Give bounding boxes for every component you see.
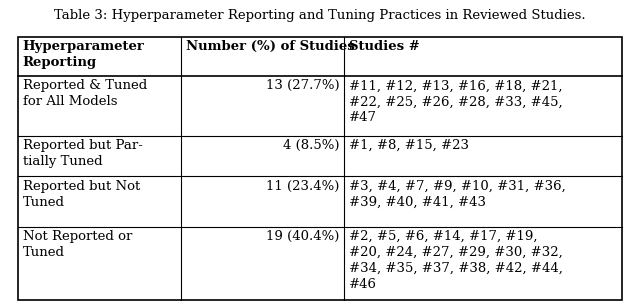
Text: Reported & Tuned
for All Models: Reported & Tuned for All Models [22,79,147,108]
Text: #11, #12, #13, #16, #18, #21,
#22, #25, #26, #28, #33, #45,
#47: #11, #12, #13, #16, #18, #21, #22, #25, … [349,79,563,124]
Text: 11 (23.4%): 11 (23.4%) [266,180,339,192]
Text: Number (%) of Studies: Number (%) of Studies [186,40,355,53]
Text: 19 (40.4%): 19 (40.4%) [266,230,339,243]
Text: 13 (27.7%): 13 (27.7%) [266,79,339,92]
Text: Hyperparameter
Reporting: Hyperparameter Reporting [22,40,145,69]
Text: #1, #8, #15, #23: #1, #8, #15, #23 [349,139,469,152]
Text: #3, #4, #7, #9, #10, #31, #36,
#39, #40, #41, #43: #3, #4, #7, #9, #10, #31, #36, #39, #40,… [349,180,566,209]
Text: 4 (8.5%): 4 (8.5%) [283,139,339,152]
Text: Studies #: Studies # [349,40,420,53]
Text: Reported but Par-
tially Tuned: Reported but Par- tially Tuned [22,139,143,168]
Text: Reported but Not
Tuned: Reported but Not Tuned [22,180,140,209]
Bar [18,37,622,300]
Text: #2, #5, #6, #14, #17, #19,
#20, #24, #27, #29, #30, #32,
#34, #35, #37, #38, #42: #2, #5, #6, #14, #17, #19, #20, #24, #27… [349,230,563,291]
Text: Table 3: Hyperparameter Reporting and Tuning Practices in Reviewed Studies.: Table 3: Hyperparameter Reporting and Tu… [54,9,586,22]
Text: Not Reported or
Tuned: Not Reported or Tuned [22,230,132,259]
